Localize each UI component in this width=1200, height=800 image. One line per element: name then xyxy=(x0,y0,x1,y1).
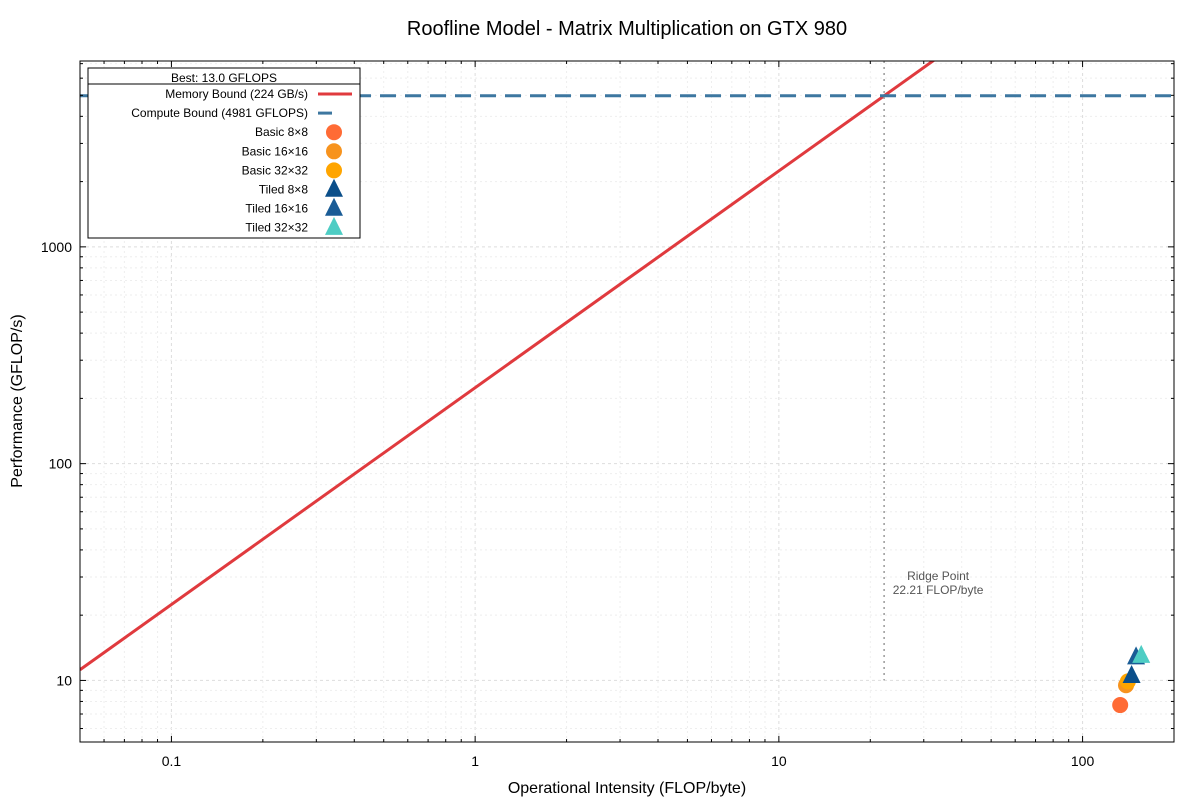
x-tick-label: 10 xyxy=(771,753,787,769)
y-tick-label: 1000 xyxy=(41,239,72,255)
data-point-basic-8-8 xyxy=(1112,697,1129,714)
legend-swatch-tiled-8-8 xyxy=(325,178,343,197)
chart-title: Roofline Model - Matrix Multiplication o… xyxy=(407,18,847,40)
y-tick-label: 10 xyxy=(56,672,72,688)
x-tick-label: 1 xyxy=(471,753,479,769)
memory-bound-line xyxy=(80,61,936,671)
x-tick-label: 0.1 xyxy=(162,753,182,769)
legend-box xyxy=(87,67,361,239)
legend-title: Best: 13.0 GFLOPS xyxy=(171,71,277,85)
y-tick-label: 100 xyxy=(49,456,73,472)
legend-swatch-tiled-32-32 xyxy=(325,216,343,235)
legend-swatch-basic-8-8 xyxy=(326,124,342,141)
y-axis-label: Performance (GFLOP/s) xyxy=(9,314,26,487)
ridge-label-title: Ridge Point xyxy=(907,569,970,583)
legend-label: Tiled 16×16 xyxy=(245,202,308,216)
legend-label: Memory Bound (224 GB/s) xyxy=(165,87,308,101)
ridge-label-value: 22.21 FLOP/byte xyxy=(893,583,984,597)
legend-label: Basic 8×8 xyxy=(255,125,308,139)
legend-swatch-tiled-16-16 xyxy=(325,197,343,216)
legend-swatch-basic-32-32 xyxy=(326,162,342,179)
legend-label: Tiled 32×32 xyxy=(245,221,308,235)
data-point-tiled-8-8 xyxy=(1122,665,1141,684)
axis-ticks: 0.1 1 10 100 10 100 1000 xyxy=(41,61,1175,769)
x-tick-label: 100 xyxy=(1071,753,1095,769)
x-axis-label: Operational Intensity (FLOP/byte) xyxy=(508,780,746,797)
data-point-tiled-32-32 xyxy=(1132,644,1151,663)
legend-swatch-basic-16-16 xyxy=(326,143,342,160)
legend-label: Basic 16×16 xyxy=(242,144,309,158)
legend-label: Tiled 8×8 xyxy=(259,183,309,197)
legend: Best: 13.0 GFLOPS Memory Bound (224 GB/s)… xyxy=(87,67,361,239)
plot-frame xyxy=(79,60,1175,743)
legend-label: Compute Bound (4981 GFLOPS) xyxy=(131,106,308,120)
legend-label: Basic 32×32 xyxy=(242,163,309,177)
